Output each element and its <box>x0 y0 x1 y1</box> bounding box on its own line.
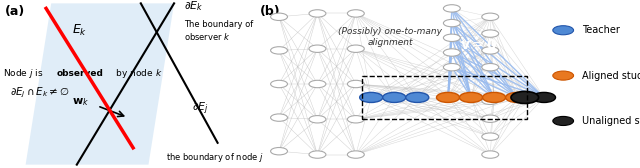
Text: $\partial E_j \cap E_k \neq \emptyset$: $\partial E_j \cap E_k \neq \emptyset$ <box>10 85 70 100</box>
Circle shape <box>360 92 383 102</box>
Text: (b): (b) <box>260 5 280 18</box>
Circle shape <box>482 115 499 122</box>
Circle shape <box>483 92 506 102</box>
Circle shape <box>506 92 529 102</box>
Text: the boundary of node $j$: the boundary of node $j$ <box>166 151 264 164</box>
Text: $\partial E_j$: $\partial E_j$ <box>192 101 209 117</box>
Text: $E_k$: $E_k$ <box>72 23 87 38</box>
Circle shape <box>511 91 539 103</box>
Circle shape <box>553 116 573 125</box>
Circle shape <box>348 10 364 17</box>
Circle shape <box>482 30 499 37</box>
Text: (Possibly) one-to-many
alignment: (Possibly) one-to-many alignment <box>339 27 442 47</box>
Circle shape <box>309 116 326 123</box>
Circle shape <box>482 47 499 54</box>
Circle shape <box>271 114 287 121</box>
Circle shape <box>348 45 364 52</box>
Text: Teacher: Teacher <box>582 25 620 35</box>
Circle shape <box>348 151 364 158</box>
Circle shape <box>309 45 326 52</box>
Circle shape <box>436 92 460 102</box>
Text: observed: observed <box>56 69 103 78</box>
Circle shape <box>383 92 406 102</box>
Circle shape <box>444 34 460 41</box>
Text: by node $k$: by node $k$ <box>113 67 162 80</box>
Circle shape <box>444 64 460 71</box>
Polygon shape <box>26 3 174 165</box>
Circle shape <box>271 148 287 155</box>
Text: $\mathbf{w}_k$: $\mathbf{w}_k$ <box>72 97 89 108</box>
Text: $\mathbf{v} = \mathbf{0}$: $\mathbf{v} = \mathbf{0}$ <box>460 38 497 52</box>
Circle shape <box>271 80 287 88</box>
Circle shape <box>309 151 326 158</box>
Circle shape <box>553 71 573 80</box>
Circle shape <box>309 10 326 17</box>
Circle shape <box>309 80 326 88</box>
Circle shape <box>482 97 499 104</box>
Circle shape <box>271 13 287 20</box>
Circle shape <box>482 64 499 71</box>
Text: Unaligned student: Unaligned student <box>582 116 640 126</box>
Text: Aligned student: Aligned student <box>582 71 640 81</box>
Text: Node $j$ is: Node $j$ is <box>3 67 44 80</box>
Circle shape <box>532 92 556 102</box>
Text: The boundary of
observer $k$: The boundary of observer $k$ <box>184 20 253 42</box>
Circle shape <box>460 92 483 102</box>
Circle shape <box>444 19 460 27</box>
Text: (a): (a) <box>5 5 26 18</box>
Text: $\partial E_k$: $\partial E_k$ <box>184 0 204 13</box>
Circle shape <box>348 80 364 88</box>
Circle shape <box>348 116 364 123</box>
Circle shape <box>271 47 287 54</box>
Circle shape <box>553 26 573 35</box>
Circle shape <box>482 151 499 158</box>
Circle shape <box>444 49 460 56</box>
Circle shape <box>482 13 499 20</box>
Circle shape <box>482 133 499 140</box>
Circle shape <box>444 5 460 12</box>
Circle shape <box>406 92 429 102</box>
